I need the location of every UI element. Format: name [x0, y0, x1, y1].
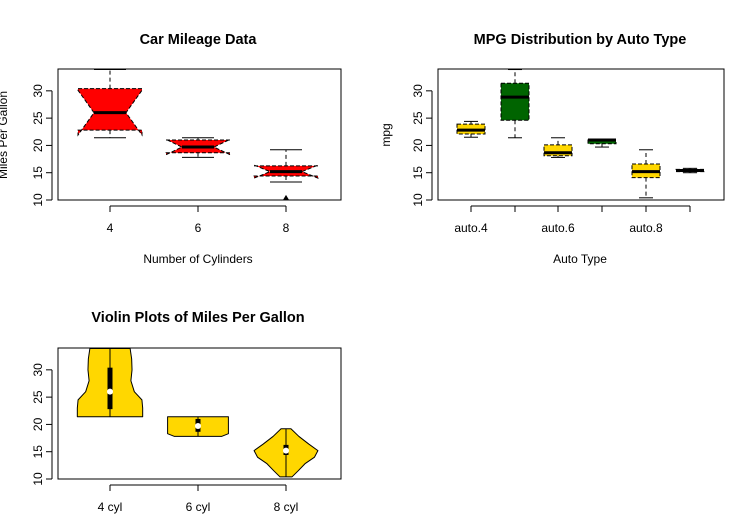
panel-car-mileage: Car Mileage Data Number of Cylinders Mil…: [0, 32, 342, 266]
x-tick-label: auto.6: [541, 221, 575, 235]
violin-4-cyl: [76, 348, 144, 418]
plot-frame: [57, 68, 342, 201]
y-axis-label: Miles Per Gallon: [0, 91, 10, 179]
box-series-1: [500, 69, 530, 139]
x-tick-label: 6: [195, 221, 202, 235]
y-tick-label: 10: [31, 472, 45, 486]
x-axis: 4 6 8: [107, 205, 290, 235]
x-tick-label: auto.4: [454, 221, 488, 235]
y-tick-label: 25: [31, 390, 45, 404]
box-auto.8: [631, 149, 661, 199]
violin-median-point: [195, 423, 201, 430]
panel-violin: Violin Plots of Miles Per Gallon 10 15 20 2…: [31, 310, 342, 514]
violin-median-point: [283, 447, 289, 454]
box-body: [500, 82, 530, 121]
violin-iqr-box: [107, 367, 113, 410]
x-tick-label: 6 cyl: [186, 500, 211, 514]
violin-median-point: [107, 388, 113, 395]
x-tick-label: 8: [283, 221, 290, 235]
x-axis-label: Auto Type: [553, 252, 607, 266]
y-tick-label: 25: [411, 111, 425, 125]
y-tick-label: 10: [31, 193, 45, 207]
x-axis-label: Number of Cylinders: [143, 252, 252, 266]
y-tick-label: 10: [411, 193, 425, 207]
y-axis: 10 15 20 25 30: [31, 84, 53, 207]
y-tick-label: 30: [31, 363, 45, 377]
chart-title: MPG Distribution by Auto Type: [474, 32, 687, 48]
y-axis-label: mpg: [379, 123, 393, 146]
y-tick-label: 15: [31, 445, 45, 459]
box-4: [77, 69, 143, 139]
box-series-3: [587, 138, 617, 148]
x-axis: auto.4 auto.6 auto.8: [454, 205, 691, 235]
box-series-5: [675, 167, 705, 174]
y-tick-label: 20: [31, 417, 45, 431]
x-tick-label: 8 cyl: [274, 500, 299, 514]
x-tick-label: auto.8: [629, 221, 663, 235]
chart-title: Car Mileage Data: [140, 32, 258, 48]
box-auto.4: [456, 120, 486, 138]
violin-8-cyl: [253, 428, 319, 478]
y-tick-label: 30: [411, 84, 425, 98]
outlier-point: [283, 194, 289, 200]
y-tick-label: 30: [31, 84, 45, 98]
plot-frame: [437, 68, 725, 201]
x-axis: 4 cyl 6 cyl 8 cyl: [98, 484, 299, 514]
chart-title: Violin Plots of Miles Per Gallon: [91, 310, 304, 326]
x-tick-label: 4 cyl: [98, 500, 123, 514]
y-tick-label: 20: [411, 138, 425, 152]
y-axis: 10 15 20 25 30: [31, 363, 53, 486]
box-auto.6: [543, 137, 573, 158]
y-tick-label: 15: [411, 166, 425, 180]
y-axis: 10 15 20 25 30: [411, 84, 433, 207]
y-tick-label: 20: [31, 138, 45, 152]
box-8: [253, 149, 319, 200]
y-tick-label: 25: [31, 111, 45, 125]
plot-frame: [57, 347, 342, 480]
violin-6-cyl: [167, 416, 229, 437]
box-6: [165, 137, 231, 158]
y-tick-label: 15: [31, 166, 45, 180]
x-tick-label: 4: [107, 221, 114, 235]
panel-mpg-auto-type: MPG Distribution by Auto Type Auto Type …: [379, 32, 725, 266]
